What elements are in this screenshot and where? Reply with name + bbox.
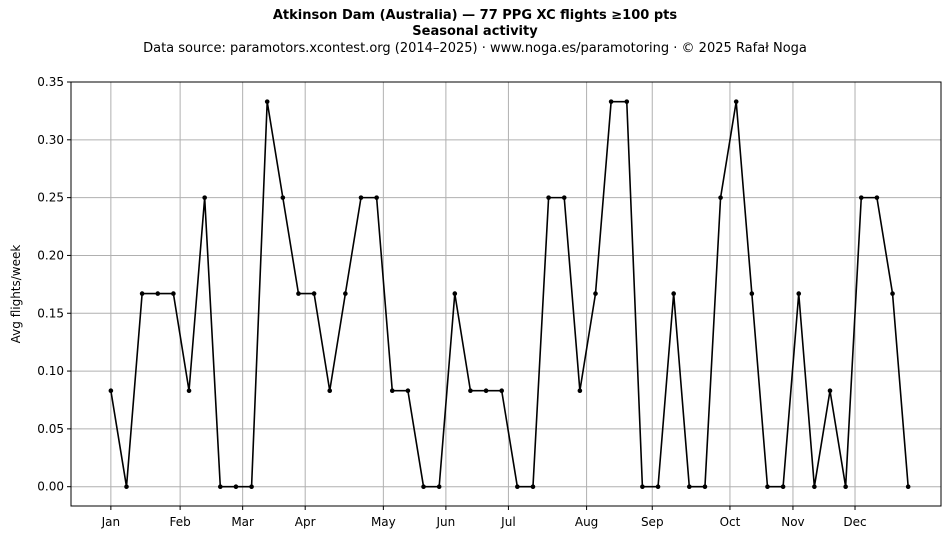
data-point bbox=[749, 291, 755, 296]
x-tick-label: Dec bbox=[843, 515, 866, 529]
data-point bbox=[155, 291, 161, 296]
data-point bbox=[264, 99, 270, 104]
data-point bbox=[530, 484, 536, 489]
data-point bbox=[780, 484, 786, 489]
data-point bbox=[577, 388, 583, 394]
x-tick-label: Sep bbox=[641, 515, 664, 529]
y-tick-label: 0.20 bbox=[37, 248, 64, 262]
y-tick-label: 0.30 bbox=[37, 133, 64, 147]
data-point bbox=[124, 484, 129, 489]
y-axis: 0.00 0.05 0.10 0.15 0.20 0.25 0.30 0.35 bbox=[37, 75, 71, 494]
data-point bbox=[233, 484, 239, 489]
data-point bbox=[499, 388, 505, 394]
data-point bbox=[874, 195, 880, 200]
data-point bbox=[624, 99, 630, 104]
data-point bbox=[452, 291, 458, 296]
x-tick-label: Mar bbox=[231, 515, 254, 529]
data-point bbox=[858, 195, 864, 200]
data-point bbox=[593, 291, 598, 296]
chart-source: Data source: paramotors.xcontest.org (20… bbox=[143, 41, 807, 56]
data-point bbox=[421, 484, 426, 489]
data-point bbox=[546, 195, 551, 200]
chart-title: Atkinson Dam (Australia) — 77 PPG XC fli… bbox=[272, 8, 678, 23]
data-point bbox=[827, 388, 833, 394]
data-point bbox=[515, 484, 520, 489]
series-line bbox=[110, 100, 909, 488]
data-point bbox=[405, 388, 411, 394]
data-point bbox=[796, 291, 802, 296]
data-point bbox=[561, 195, 567, 200]
y-tick-label: 0.15 bbox=[37, 306, 64, 320]
data-point bbox=[812, 484, 817, 489]
data-point bbox=[139, 291, 145, 296]
x-tick-label: Oct bbox=[720, 515, 741, 529]
chart-subtitle: Seasonal activity bbox=[412, 24, 538, 39]
y-tick-label: 0.25 bbox=[37, 191, 64, 205]
y-axis-label: Avg flights/week bbox=[9, 245, 23, 344]
data-point bbox=[296, 291, 301, 296]
x-tick-label: May bbox=[371, 515, 396, 529]
data-point bbox=[171, 291, 176, 296]
y-tick-label: 0.35 bbox=[37, 75, 64, 89]
data-point bbox=[765, 484, 770, 489]
x-tick-label: Jul bbox=[500, 515, 515, 529]
data-point bbox=[890, 291, 895, 296]
data-point bbox=[483, 388, 489, 394]
x-tick-label: Apr bbox=[295, 515, 316, 529]
data-point bbox=[671, 291, 676, 296]
y-tick-label: 0.05 bbox=[37, 422, 64, 436]
data-point bbox=[718, 195, 723, 200]
data-point bbox=[358, 195, 364, 200]
y-tick-label: 0.10 bbox=[37, 364, 64, 378]
data-point bbox=[202, 195, 207, 200]
data-point bbox=[217, 484, 223, 489]
data-point bbox=[389, 388, 395, 394]
data-point bbox=[687, 484, 692, 489]
data-point bbox=[468, 388, 473, 394]
x-tick-label: Nov bbox=[781, 515, 804, 529]
data-point bbox=[733, 99, 739, 104]
data-point bbox=[108, 388, 114, 394]
data-point bbox=[280, 195, 286, 200]
data-point bbox=[249, 484, 254, 489]
x-tick-label: Feb bbox=[169, 515, 190, 529]
data-point bbox=[640, 484, 645, 489]
x-tick-label: Aug bbox=[575, 515, 598, 529]
data-point bbox=[843, 484, 848, 489]
data-point bbox=[905, 484, 911, 489]
x-axis: Jan Feb Mar Apr May Jun Jul Aug Sep Oct Nov Dec bbox=[101, 506, 867, 529]
y-tick-label: 0.00 bbox=[37, 480, 64, 494]
plot-frame bbox=[70, 81, 942, 507]
x-tick-label: Jan bbox=[101, 515, 121, 529]
data-point bbox=[186, 388, 192, 394]
data-point bbox=[655, 484, 661, 489]
data-point bbox=[343, 291, 348, 296]
data-point bbox=[374, 195, 379, 200]
data-point bbox=[311, 291, 317, 296]
data-point bbox=[436, 484, 442, 489]
data-point bbox=[608, 99, 614, 104]
data-point bbox=[327, 388, 333, 394]
chart-titles: Atkinson Dam (Australia) — 77 PPG XC fli… bbox=[0, 8, 950, 58]
series-flights bbox=[108, 99, 911, 489]
x-tick-label: Jun bbox=[436, 515, 456, 529]
data-point bbox=[702, 484, 708, 489]
